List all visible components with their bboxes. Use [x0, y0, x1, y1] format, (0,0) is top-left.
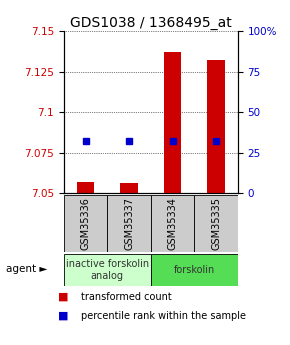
- Text: GSM35336: GSM35336: [81, 197, 90, 250]
- Text: GSM35337: GSM35337: [124, 197, 134, 250]
- Text: GSM35335: GSM35335: [211, 197, 221, 250]
- Bar: [64, 195, 107, 252]
- Text: agent ►: agent ►: [6, 264, 47, 274]
- Bar: [64, 254, 151, 286]
- Text: inactive forskolin
analog: inactive forskolin analog: [66, 259, 149, 281]
- Text: forskolin: forskolin: [174, 265, 215, 275]
- Title: GDS1038 / 1368495_at: GDS1038 / 1368495_at: [70, 16, 232, 30]
- Text: ■: ■: [58, 311, 68, 321]
- Bar: [194, 195, 238, 252]
- Bar: [151, 254, 238, 286]
- Bar: [164, 52, 181, 193]
- Text: transformed count: transformed count: [81, 292, 172, 302]
- Bar: [77, 182, 94, 193]
- Bar: [120, 184, 138, 193]
- Text: GSM35334: GSM35334: [168, 197, 177, 250]
- Text: ■: ■: [58, 292, 68, 302]
- Bar: [107, 195, 151, 252]
- Text: percentile rank within the sample: percentile rank within the sample: [81, 311, 246, 321]
- Bar: [207, 60, 225, 193]
- Bar: [151, 195, 194, 252]
